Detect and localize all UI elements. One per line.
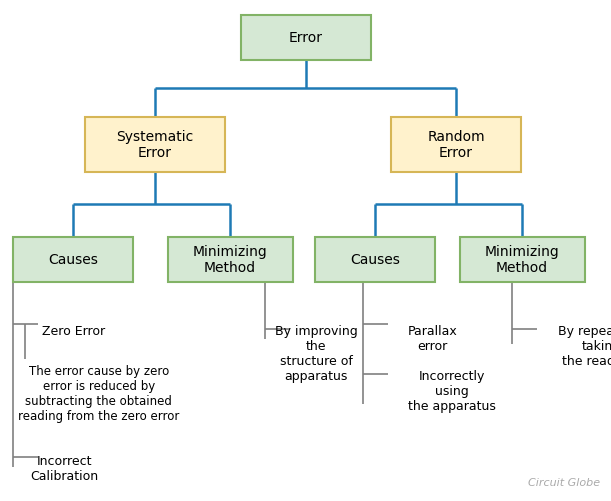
FancyBboxPatch shape: [13, 237, 133, 282]
Text: Parallax
error: Parallax error: [408, 324, 458, 352]
FancyBboxPatch shape: [167, 237, 293, 282]
Text: Error: Error: [289, 31, 323, 45]
FancyBboxPatch shape: [391, 117, 521, 172]
FancyBboxPatch shape: [241, 16, 371, 61]
Text: Causes: Causes: [350, 253, 400, 267]
Text: Random
Error: Random Error: [427, 130, 485, 160]
Text: Incorrect
Calibration: Incorrect Calibration: [30, 454, 98, 482]
FancyBboxPatch shape: [459, 237, 585, 282]
Text: By repeatedly
taking
the readings: By repeatedly taking the readings: [558, 324, 611, 367]
FancyBboxPatch shape: [315, 237, 435, 282]
Text: Incorrectly
using
the apparatus: Incorrectly using the apparatus: [408, 369, 496, 412]
Text: Circuit Globe: Circuit Globe: [528, 477, 600, 487]
Text: The error cause by zero
error is reduced by
subtracting the obtained
reading fro: The error cause by zero error is reduced…: [18, 364, 180, 422]
Text: Minimizing
Method: Minimizing Method: [485, 244, 560, 275]
Text: By improving
the
structure of
apparatus: By improving the structure of apparatus: [275, 324, 358, 382]
Text: Minimizing
Method: Minimizing Method: [192, 244, 268, 275]
Text: Systematic
Error: Systematic Error: [116, 130, 194, 160]
Text: Zero Error: Zero Error: [42, 324, 105, 337]
FancyBboxPatch shape: [85, 117, 225, 172]
Text: Causes: Causes: [48, 253, 98, 267]
